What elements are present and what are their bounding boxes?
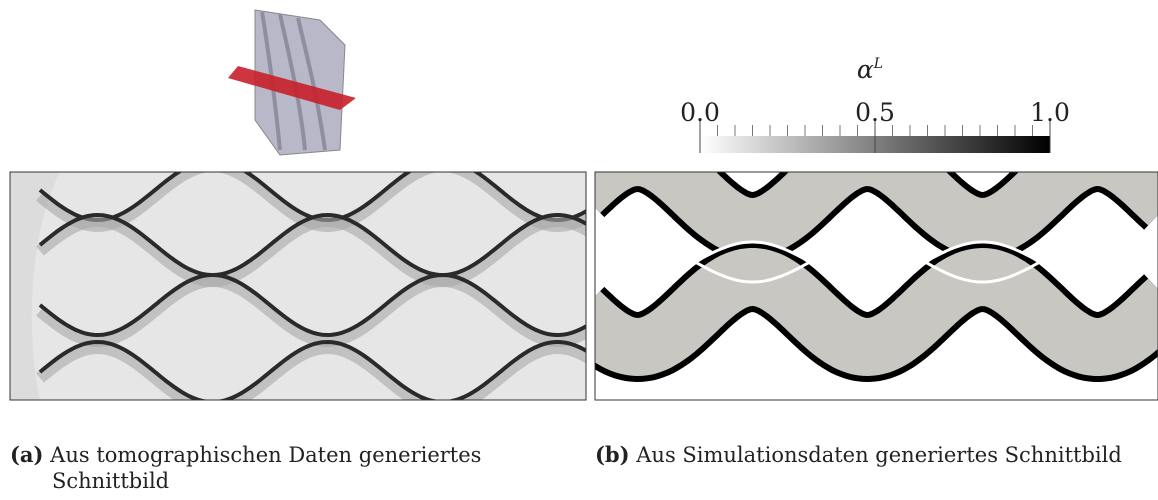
caption-text: Schnittbild [52, 469, 169, 493]
tomography-image [10, 160, 598, 408]
colorbar-tick-label: 0.0 [680, 98, 720, 127]
caption-text: Aus tomographischen Daten generiertes [49, 443, 481, 467]
caption: (a) Aus tomographischen Daten generierte… [10, 442, 481, 467]
figure: αL 0.0 0.5 1.0 (a) Aus tomographischen Dat… [0, 0, 1158, 500]
colorbar-superscript: L [873, 56, 883, 72]
caption-label: (a) [10, 442, 43, 467]
colorbar-tick-label: 1.0 [1030, 98, 1070, 127]
caption-text: Aus Simulationsdaten generiertes Schnitt… [635, 443, 1122, 467]
caption-label: (b) [595, 442, 630, 467]
colorbar-label: αL [857, 55, 883, 84]
colorbar-tick-label: 0.5 [855, 98, 895, 127]
simulation-image [580, 157, 1158, 400]
colorbar-symbol: α [857, 55, 874, 84]
model-icon [228, 10, 356, 155]
caption: (b) Aus Simulationsdaten generiertes Sch… [595, 442, 1122, 467]
